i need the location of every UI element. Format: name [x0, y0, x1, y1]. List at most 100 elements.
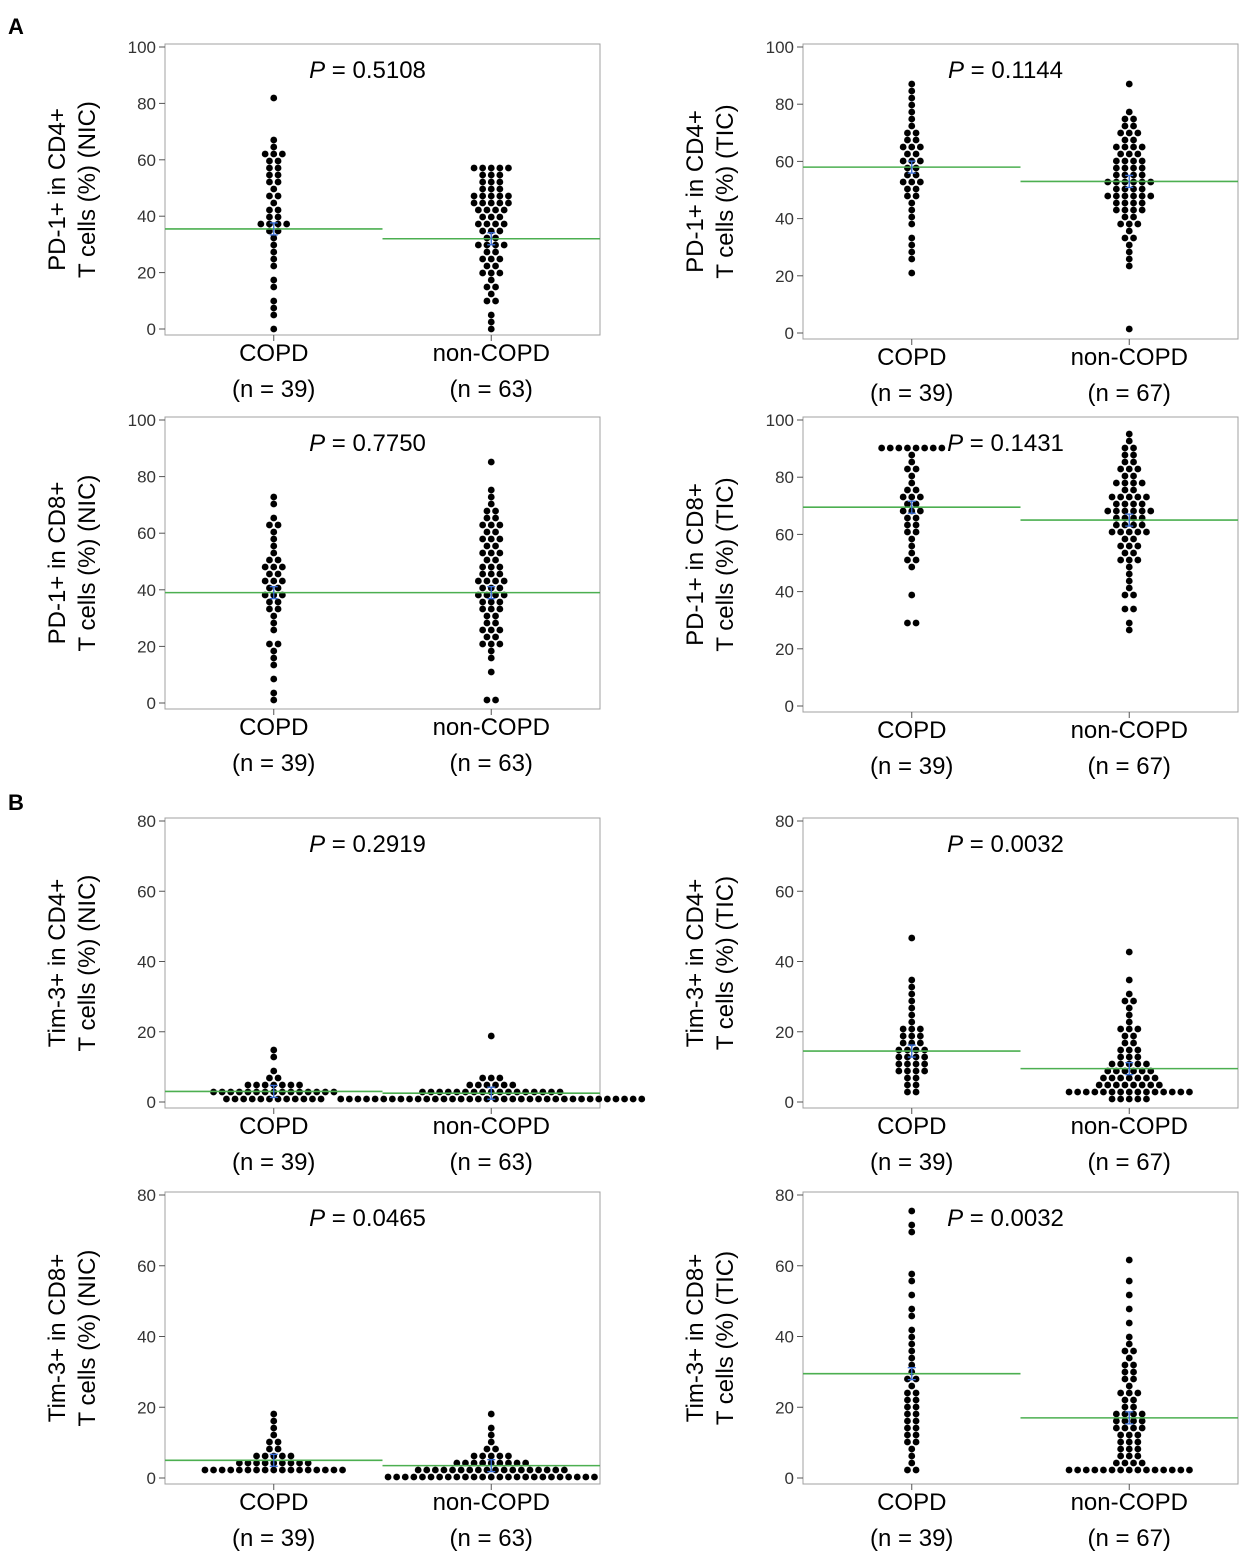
data-point — [479, 584, 487, 592]
data-point — [899, 1039, 907, 1047]
data-point — [270, 262, 278, 270]
data-point — [1134, 556, 1142, 564]
data-point — [466, 1466, 474, 1474]
data-point — [313, 1466, 321, 1474]
data-point — [287, 1452, 295, 1460]
data-point — [1130, 1417, 1137, 1425]
data-point — [270, 185, 278, 193]
data-point — [427, 1473, 435, 1481]
data-point — [1147, 1081, 1155, 1089]
data-point — [496, 1088, 504, 1096]
data-point — [908, 1228, 916, 1236]
data-point — [582, 1473, 590, 1481]
data-point — [912, 1466, 920, 1474]
data-point — [1125, 577, 1133, 585]
data-point — [253, 1466, 260, 1474]
data-point — [912, 1403, 920, 1411]
data-point — [483, 577, 491, 585]
data-point — [483, 1466, 491, 1474]
data-point — [1147, 507, 1155, 515]
data-point — [274, 521, 282, 529]
data-point — [496, 521, 504, 529]
plot-frame — [164, 1191, 601, 1485]
y-axis-label-line-1: Tim-3+ in CD4+ — [44, 879, 71, 1048]
data-point — [270, 535, 278, 543]
data-point — [483, 220, 491, 228]
data-point — [406, 1095, 413, 1103]
data-point — [1138, 1417, 1146, 1425]
data-point — [487, 276, 495, 284]
data-point — [266, 157, 273, 165]
y-axis-label-line-1: PD-1+ in CD4+ — [682, 110, 709, 273]
data-point — [1112, 199, 1120, 207]
data-point — [886, 444, 894, 452]
data-point — [916, 507, 924, 515]
data-point — [1125, 325, 1133, 333]
data-point — [270, 493, 278, 501]
data-point — [354, 1095, 362, 1103]
data-point — [912, 136, 920, 144]
y-tick-label: 40 — [775, 953, 794, 972]
data-point — [904, 136, 911, 144]
y-tick-label: 20 — [137, 637, 156, 656]
y-axis-label-line-1: PD-1+ in CD8+ — [682, 483, 709, 646]
data-point — [1134, 1466, 1142, 1474]
data-point — [908, 976, 916, 984]
data-point — [1134, 1389, 1142, 1397]
y-axis-label-line-1: Tim-3+ in CD4+ — [682, 879, 709, 1048]
data-point — [1121, 605, 1129, 613]
data-point — [496, 605, 504, 613]
data-point — [912, 1053, 920, 1061]
data-point — [274, 220, 282, 228]
data-point — [556, 1088, 564, 1096]
data-point — [517, 1466, 525, 1474]
data-point — [487, 647, 495, 655]
data-point — [1108, 1095, 1116, 1103]
data-point — [1143, 493, 1150, 501]
data-point — [1130, 458, 1137, 466]
data-point — [1121, 143, 1129, 151]
data-point — [244, 1459, 252, 1467]
data-point — [479, 535, 487, 543]
data-point — [1125, 1340, 1133, 1348]
data-point — [270, 500, 278, 508]
data-point — [908, 94, 916, 102]
data-point — [908, 1291, 916, 1299]
data-point — [414, 1466, 422, 1474]
data-point — [240, 1095, 248, 1103]
data-point — [496, 178, 504, 186]
data-point — [1108, 1074, 1116, 1082]
data-point — [1125, 220, 1133, 228]
data-point — [904, 619, 911, 627]
data-point — [912, 500, 920, 508]
data-point — [908, 1312, 916, 1320]
p-value-text: = 0.0032 — [963, 1205, 1064, 1232]
data-point — [270, 297, 278, 305]
data-point — [1143, 1095, 1150, 1103]
data-point — [261, 1081, 269, 1089]
y-tick-label: 60 — [775, 882, 794, 901]
data-point — [270, 283, 278, 291]
data-point — [1117, 1046, 1125, 1054]
data-point — [908, 1032, 916, 1040]
data-point — [487, 535, 495, 543]
data-point — [1117, 1431, 1125, 1439]
chart-panel-3: 0 20 40 60 80 100 PD-1+ in CD8+ T cells (%) (NI… — [44, 411, 601, 777]
data-point — [345, 1095, 353, 1103]
data-point — [1121, 1396, 1129, 1404]
data-point — [291, 1095, 299, 1103]
data-point — [1125, 1004, 1133, 1012]
data-point — [500, 206, 508, 214]
data-point — [595, 1095, 603, 1103]
data-point — [492, 619, 499, 627]
x-category-label: COPD — [239, 714, 308, 741]
data-point — [253, 1081, 260, 1089]
data-point — [560, 1095, 568, 1103]
data-point — [1125, 1445, 1133, 1453]
data-point — [513, 1459, 521, 1467]
data-point — [1112, 143, 1120, 151]
data-point — [912, 465, 920, 473]
data-point — [908, 80, 916, 88]
data-point — [1134, 1074, 1142, 1082]
data-point — [266, 213, 273, 221]
